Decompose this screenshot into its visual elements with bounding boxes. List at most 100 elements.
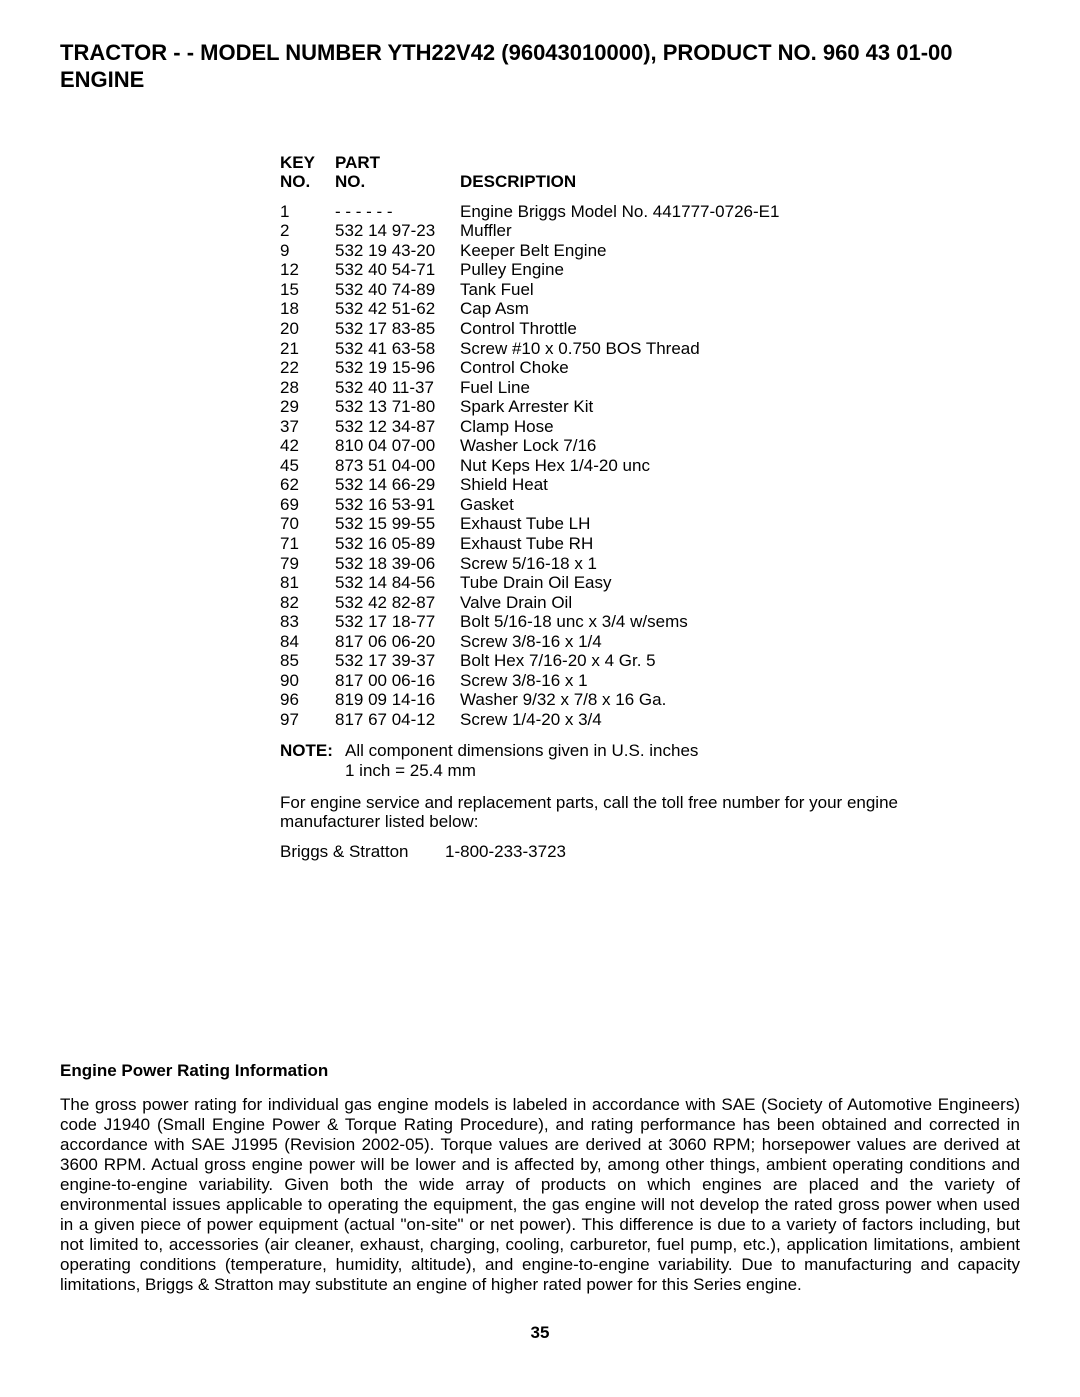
cell-part: 873 51 04-00 bbox=[335, 456, 460, 476]
parts-rows-container: 1- - - - - -Engine Briggs Model No. 4417… bbox=[280, 202, 900, 730]
cell-key: 81 bbox=[280, 573, 335, 593]
cell-key: 82 bbox=[280, 593, 335, 613]
table-row: 37532 12 34-87Clamp Hose bbox=[280, 417, 900, 437]
header-line1: TRACTOR - - MODEL NUMBER YTH22V42 (96043… bbox=[60, 40, 1020, 65]
cell-desc: Keeper Belt Engine bbox=[460, 241, 900, 261]
cell-desc: Screw 3/8-16 x 1/4 bbox=[460, 632, 900, 652]
cell-part: 532 14 66-29 bbox=[335, 475, 460, 495]
col-key-l2: NO. bbox=[280, 172, 335, 192]
cell-key: 62 bbox=[280, 475, 335, 495]
table-row: 9532 19 43-20Keeper Belt Engine bbox=[280, 241, 900, 261]
cell-key: 42 bbox=[280, 436, 335, 456]
cell-key: 29 bbox=[280, 397, 335, 417]
col-header-desc: DESCRIPTION bbox=[460, 153, 900, 192]
cell-desc: Screw 5/16-18 x 1 bbox=[460, 554, 900, 574]
table-row: 69532 16 53-91Gasket bbox=[280, 495, 900, 515]
table-row: 21532 41 63-58Screw #10 x 0.750 BOS Thre… bbox=[280, 339, 900, 359]
cell-part: 817 67 04-12 bbox=[335, 710, 460, 730]
cell-key: 70 bbox=[280, 514, 335, 534]
note-line2: 1 inch = 25.4 mm bbox=[345, 761, 900, 781]
table-row: 45873 51 04-00Nut Keps Hex 1/4-20 unc bbox=[280, 456, 900, 476]
cell-desc: Washer Lock 7/16 bbox=[460, 436, 900, 456]
cell-desc: Gasket bbox=[460, 495, 900, 515]
cell-key: 1 bbox=[280, 202, 335, 222]
table-row: 70532 15 99-55Exhaust Tube LH bbox=[280, 514, 900, 534]
table-row: 15532 40 74-89Tank Fuel bbox=[280, 280, 900, 300]
rating-body: The gross power rating for individual ga… bbox=[60, 1095, 1020, 1295]
cell-key: 90 bbox=[280, 671, 335, 691]
cell-part: 532 42 51-62 bbox=[335, 299, 460, 319]
cell-desc: Exhaust Tube LH bbox=[460, 514, 900, 534]
manufacturer-name: Briggs & Stratton bbox=[280, 842, 445, 862]
cell-key: 12 bbox=[280, 260, 335, 280]
note-label: NOTE: bbox=[280, 741, 345, 780]
cell-desc: Spark Arrester Kit bbox=[460, 397, 900, 417]
service-text: For engine service and replacement parts… bbox=[280, 793, 900, 832]
cell-part: 532 19 15-96 bbox=[335, 358, 460, 378]
cell-desc: Screw 3/8-16 x 1 bbox=[460, 671, 900, 691]
cell-part: 532 17 83-85 bbox=[335, 319, 460, 339]
cell-key: 79 bbox=[280, 554, 335, 574]
cell-key: 15 bbox=[280, 280, 335, 300]
col-header-part: PART NO. bbox=[335, 153, 460, 192]
cell-part: 532 42 82-87 bbox=[335, 593, 460, 613]
page-number: 35 bbox=[60, 1323, 1020, 1343]
cell-desc: Tank Fuel bbox=[460, 280, 900, 300]
table-row: 97817 67 04-12Screw 1/4-20 x 3/4 bbox=[280, 710, 900, 730]
table-row: 42810 04 07-00Washer Lock 7/16 bbox=[280, 436, 900, 456]
cell-part: 532 15 99-55 bbox=[335, 514, 460, 534]
cell-desc: Engine Briggs Model No. 441777-0726-E1 bbox=[460, 202, 900, 222]
cell-key: 37 bbox=[280, 417, 335, 437]
cell-part: 810 04 07-00 bbox=[335, 436, 460, 456]
rating-section: Engine Power Rating Information The gros… bbox=[60, 1061, 1020, 1295]
cell-key: 18 bbox=[280, 299, 335, 319]
col-key-l1: KEY bbox=[280, 153, 335, 173]
rating-title: Engine Power Rating Information bbox=[60, 1061, 1020, 1081]
cell-desc: Shield Heat bbox=[460, 475, 900, 495]
cell-desc: Bolt 5/16-18 unc x 3/4 w/sems bbox=[460, 612, 900, 632]
cell-part: 532 17 39-37 bbox=[335, 651, 460, 671]
cell-key: 21 bbox=[280, 339, 335, 359]
cell-part: 532 13 71-80 bbox=[335, 397, 460, 417]
table-row: 79532 18 39-06Screw 5/16-18 x 1 bbox=[280, 554, 900, 574]
cell-part: 532 40 54-71 bbox=[335, 260, 460, 280]
table-row: 96819 09 14-16Washer 9/32 x 7/8 x 16 Ga. bbox=[280, 690, 900, 710]
cell-part: 532 19 43-20 bbox=[335, 241, 460, 261]
cell-part: 532 40 11-37 bbox=[335, 378, 460, 398]
cell-part: - - - - - - bbox=[335, 202, 460, 222]
cell-key: 9 bbox=[280, 241, 335, 261]
col-part-l2: NO. bbox=[335, 172, 460, 192]
cell-part: 819 09 14-16 bbox=[335, 690, 460, 710]
cell-part: 532 16 53-91 bbox=[335, 495, 460, 515]
cell-key: 71 bbox=[280, 534, 335, 554]
note-block: NOTE: All component dimensions given in … bbox=[280, 741, 900, 780]
table-row: 20532 17 83-85Control Throttle bbox=[280, 319, 900, 339]
header-line2: ENGINE bbox=[60, 67, 1020, 92]
table-row: 90817 00 06-16Screw 3/8-16 x 1 bbox=[280, 671, 900, 691]
cell-desc: Washer 9/32 x 7/8 x 16 Ga. bbox=[460, 690, 900, 710]
cell-key: 97 bbox=[280, 710, 335, 730]
note-text: All component dimensions given in U.S. i… bbox=[345, 741, 900, 780]
cell-desc: Pulley Engine bbox=[460, 260, 900, 280]
cell-key: 45 bbox=[280, 456, 335, 476]
manufacturer-phone: 1-800-233-3723 bbox=[445, 842, 566, 862]
cell-desc: Screw #10 x 0.750 BOS Thread bbox=[460, 339, 900, 359]
cell-desc: Nut Keps Hex 1/4-20 unc bbox=[460, 456, 900, 476]
cell-part: 532 16 05-89 bbox=[335, 534, 460, 554]
col-desc-label: DESCRIPTION bbox=[460, 172, 900, 192]
manufacturer-line: Briggs & Stratton 1-800-233-3723 bbox=[280, 842, 900, 862]
cell-key: 22 bbox=[280, 358, 335, 378]
cell-key: 69 bbox=[280, 495, 335, 515]
cell-part: 532 41 63-58 bbox=[335, 339, 460, 359]
table-row: 84817 06 06-20Screw 3/8-16 x 1/4 bbox=[280, 632, 900, 652]
table-row: 2532 14 97-23Muffler bbox=[280, 221, 900, 241]
cell-desc: Control Throttle bbox=[460, 319, 900, 339]
cell-desc: Bolt Hex 7/16-20 x 4 Gr. 5 bbox=[460, 651, 900, 671]
cell-key: 84 bbox=[280, 632, 335, 652]
table-row: 81532 14 84-56Tube Drain Oil Easy bbox=[280, 573, 900, 593]
cell-desc: Screw 1/4-20 x 3/4 bbox=[460, 710, 900, 730]
page-header: TRACTOR - - MODEL NUMBER YTH22V42 (96043… bbox=[60, 40, 1020, 93]
cell-desc: Valve Drain Oil bbox=[460, 593, 900, 613]
cell-key: 2 bbox=[280, 221, 335, 241]
table-header: KEY NO. PART NO. DESCRIPTION bbox=[280, 153, 900, 192]
